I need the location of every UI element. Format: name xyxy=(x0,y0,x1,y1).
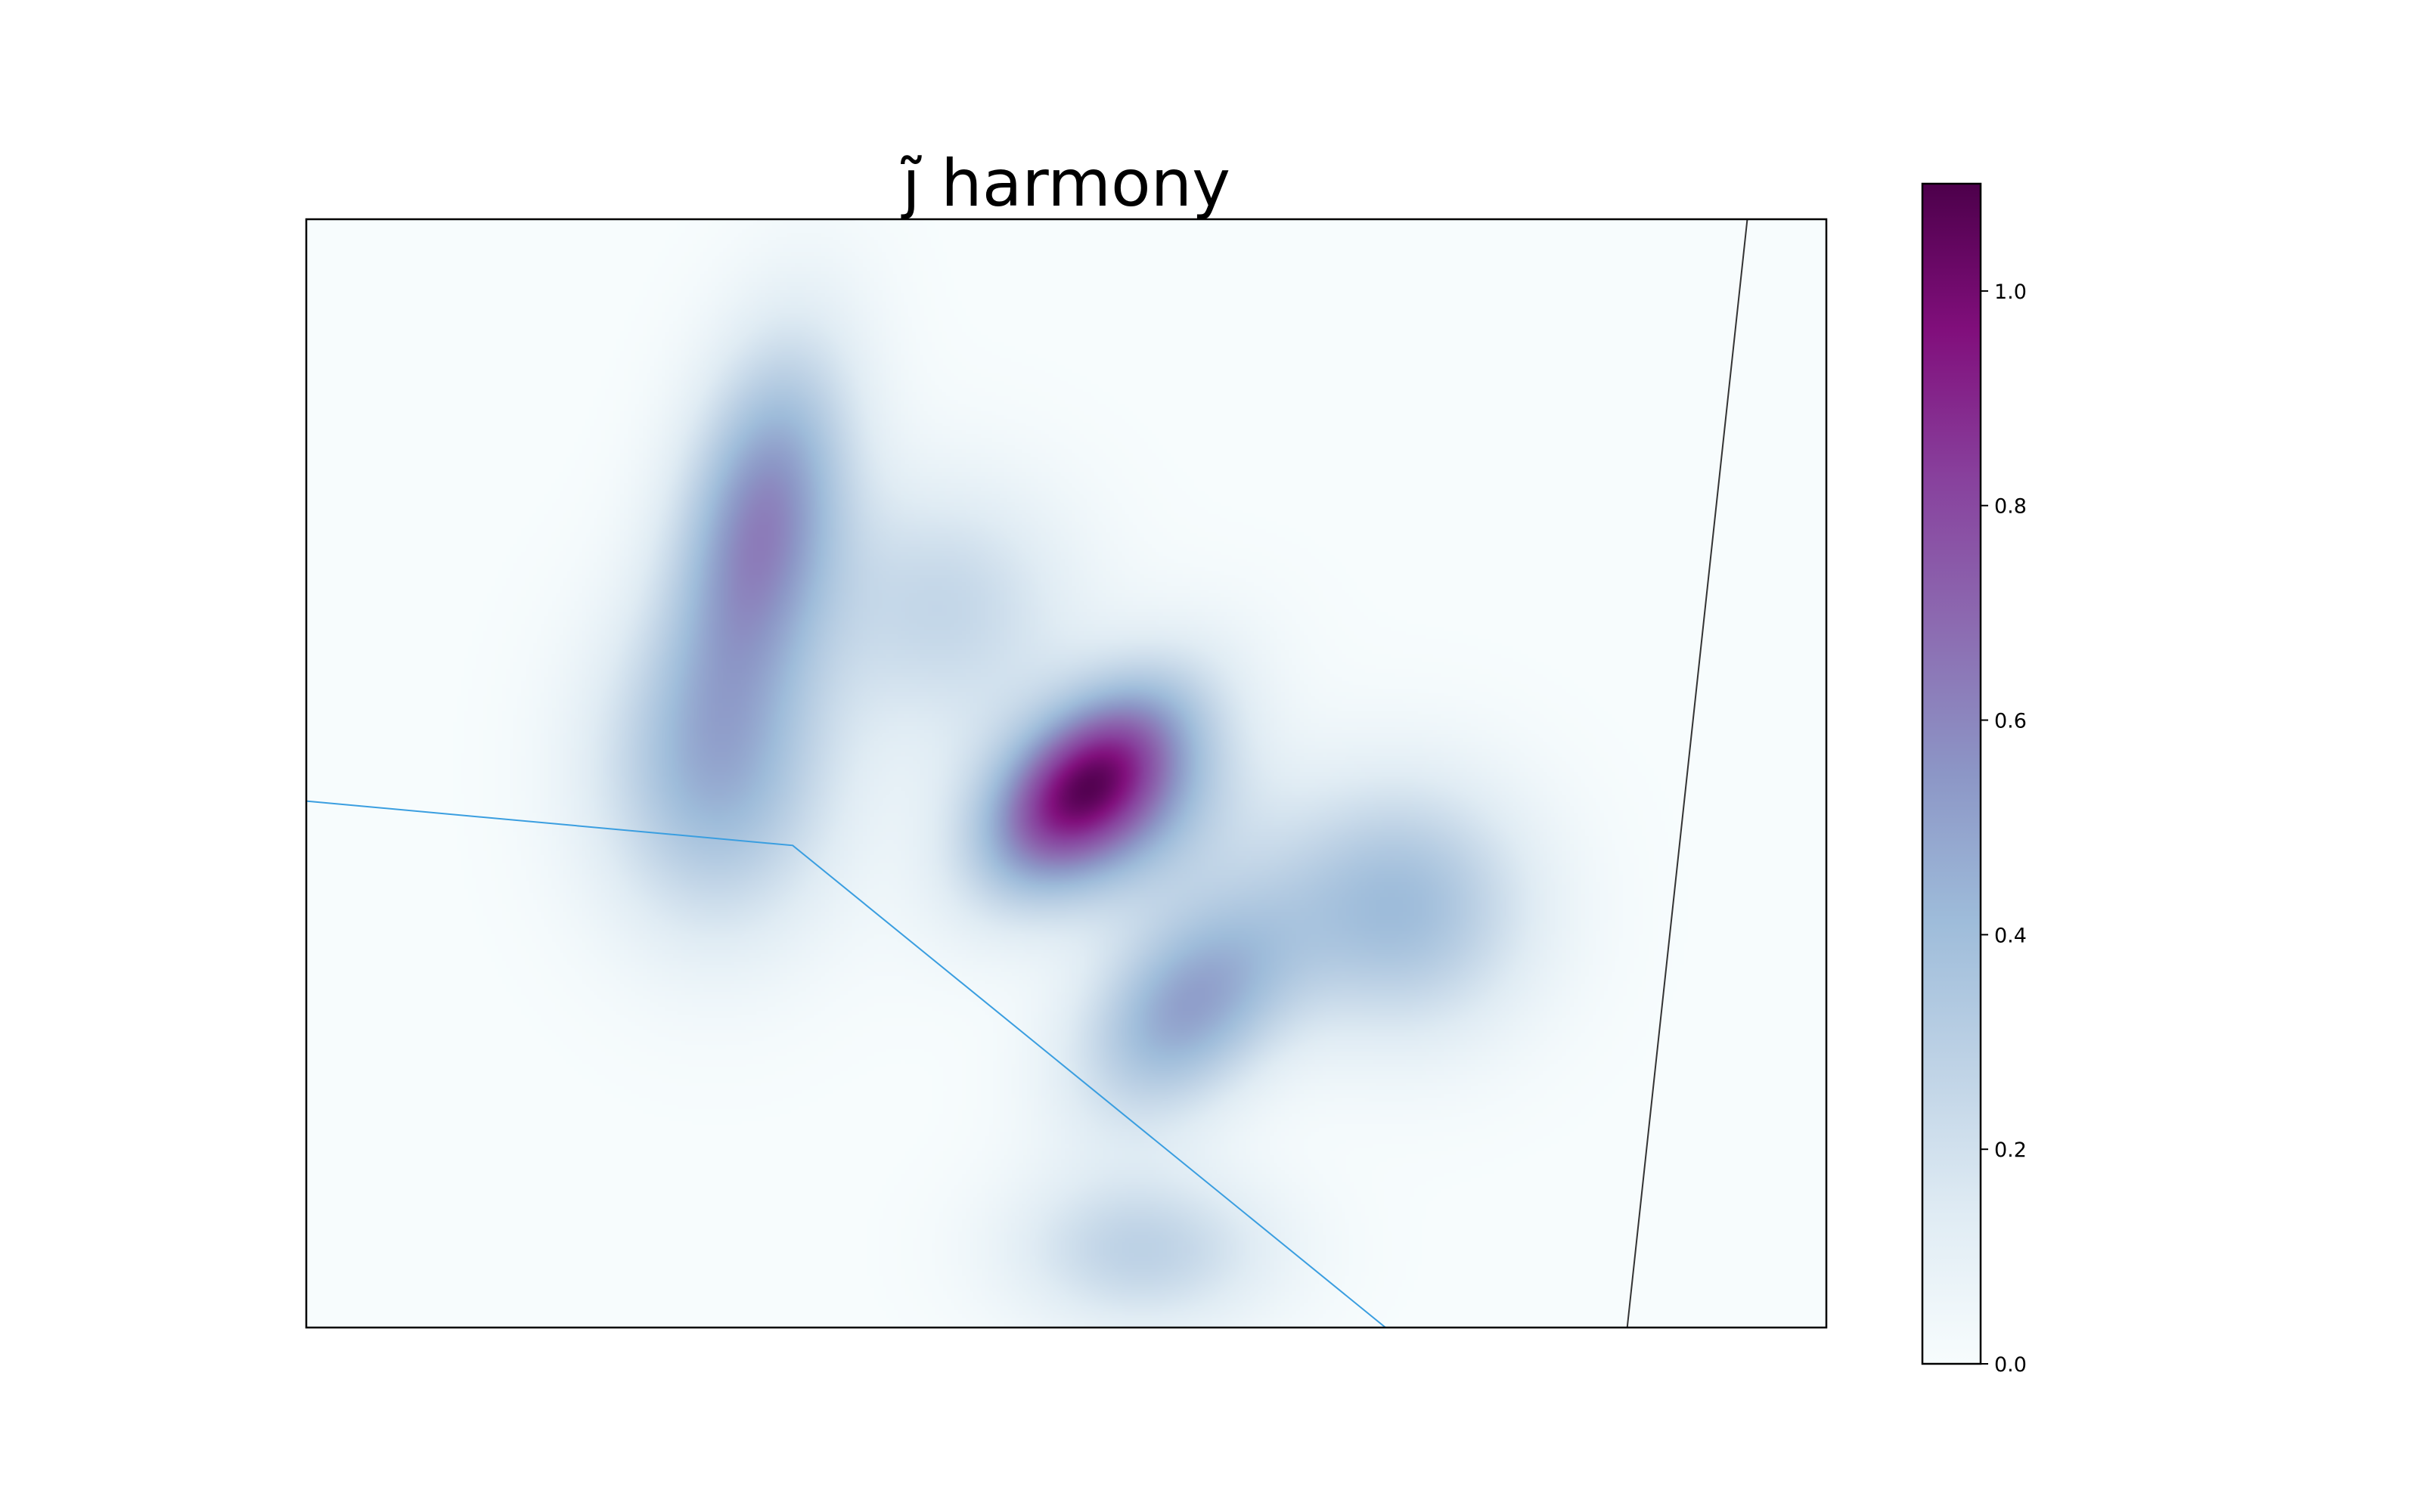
colorbar-tick-label: 1.0 xyxy=(1994,280,2027,304)
heatmap-image xyxy=(306,219,1826,1328)
colorbar-ticks: 0.0 0.2 0.4 0.6 0.8 1.0 xyxy=(1981,280,2027,1377)
colorbar-tick-label: 0.0 xyxy=(1994,1353,2027,1377)
colorbar-tick-label: 0.2 xyxy=(1994,1139,2027,1162)
colorbar-tick-label: 0.6 xyxy=(1994,710,2027,733)
colorbar-tick-label: 0.4 xyxy=(1994,924,2027,947)
chart-title: j̃ harmony xyxy=(901,146,1231,222)
colorbar-tick-label: 0.8 xyxy=(1994,495,2027,519)
plot-frame xyxy=(305,218,1828,1329)
plot-area xyxy=(306,219,1826,1328)
overlay-line-2 xyxy=(1626,219,1748,1328)
colorbar-gradient xyxy=(1921,182,1982,1365)
overlay-lines xyxy=(306,219,1748,1328)
colorbar: 0.0 0.2 0.4 0.6 0.8 1.0 xyxy=(1921,182,2027,1377)
overlay-line-1 xyxy=(306,800,1386,1328)
